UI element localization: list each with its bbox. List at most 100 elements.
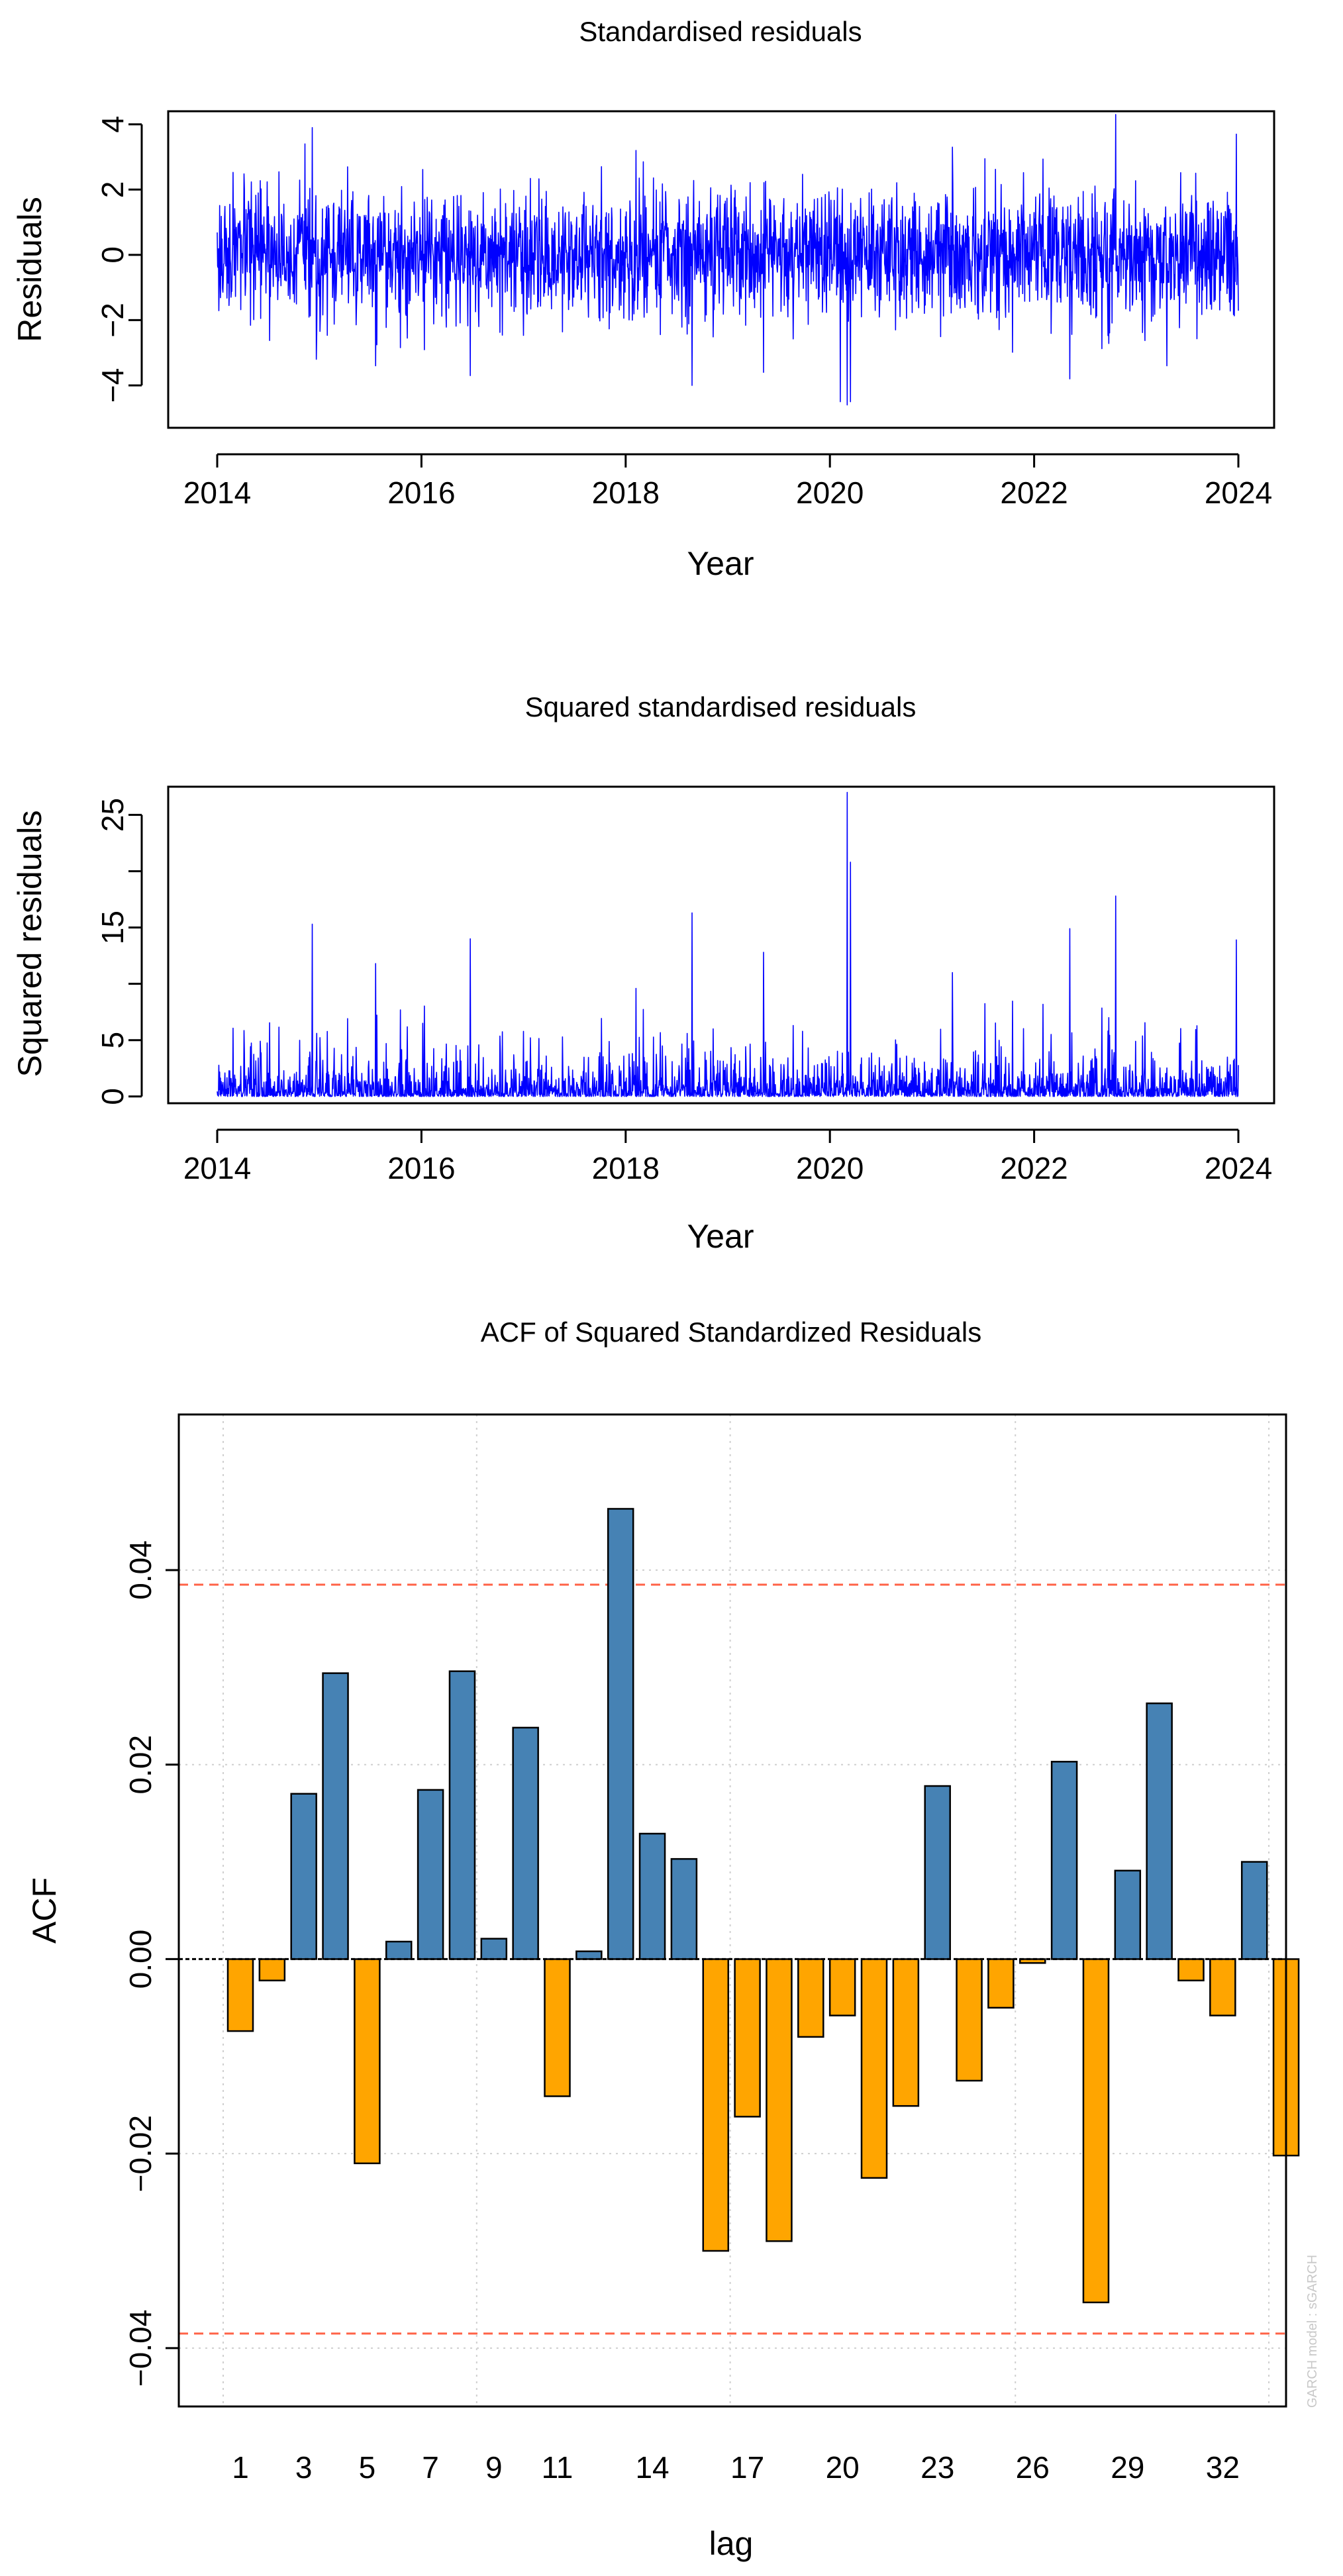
acf-bar-lag-27 xyxy=(1050,1761,1078,1960)
acf-bar-lag-3 xyxy=(290,1793,317,1960)
acf-bar-lag-22 xyxy=(892,1958,920,2107)
acf-bar-lag-26 xyxy=(1019,1958,1046,1964)
x-tick-label: 2022 xyxy=(1000,1151,1068,1185)
y-tick-label: 0 xyxy=(95,246,130,264)
acf-bars xyxy=(226,1508,1300,2304)
acf-bar-lag-33 xyxy=(1240,1861,1268,1960)
residuals-x-axis: 2014 2016 2018 2020 2022 2024 xyxy=(183,453,1272,510)
y-tick-label: 0.04 xyxy=(123,1540,158,1600)
x-tick-label: 2018 xyxy=(592,475,660,510)
residuals-plot-frame xyxy=(167,110,1275,429)
y-tick-label: −4 xyxy=(95,368,130,403)
x-tick-label: 9 xyxy=(485,2450,503,2485)
acf-bar-lag-2 xyxy=(258,1958,286,1981)
x-tick-label: 2018 xyxy=(592,1151,660,1185)
squared-residuals-y-label: Squared residuals xyxy=(11,810,48,1077)
x-tick-label: 5 xyxy=(359,2450,376,2485)
acf-bar-lag-20 xyxy=(828,1958,856,2016)
squared-residuals-title: Squared standardised residuals xyxy=(525,691,917,722)
x-tick-label: 2016 xyxy=(387,1151,455,1185)
x-tick-label: 2014 xyxy=(183,1151,251,1185)
x-tick-label: 2022 xyxy=(1000,475,1068,510)
acf-bar-lag-15 xyxy=(670,1858,698,1960)
acf-bar-lag-14 xyxy=(638,1832,666,1960)
acf-y-axis: −0.04 −0.02 0.00 0.02 0.04 xyxy=(123,1540,179,2387)
series-line xyxy=(217,791,1239,1097)
x-tick-label: 17 xyxy=(730,2450,764,2485)
acf-x-axis: 1 3 5 7 9 11 14 17 20 23 26 29 32 xyxy=(232,2450,1240,2485)
squared-residuals-x-label: Year xyxy=(687,1218,754,1255)
x-tick-label: 2016 xyxy=(387,475,455,510)
residuals-series-line xyxy=(217,114,1239,406)
x-tick-label: 3 xyxy=(295,2450,313,2485)
squared-residuals-series-line xyxy=(217,791,1239,1097)
y-tick-label: −0.02 xyxy=(123,2115,158,2192)
y-tick-label: −0.04 xyxy=(123,2310,158,2387)
squared-residuals-panel: Squared standardised residuals 2014 2016 2… xyxy=(11,691,1275,1255)
acf-plot-frame xyxy=(177,1413,1287,2408)
acf-bar-lag-30 xyxy=(1146,1702,1173,1960)
acf-bar-lag-23 xyxy=(924,1785,951,1960)
acf-bar-lag-29 xyxy=(1114,1869,1142,1960)
acf-bar-lag-9 xyxy=(480,1938,508,1960)
x-tick-label: 29 xyxy=(1111,2450,1144,2485)
residuals-y-label: Residuals xyxy=(11,197,48,342)
acf-bar-lag-12 xyxy=(575,1950,603,1960)
y-tick-label: 0 xyxy=(95,1088,130,1105)
residuals-x-label: Year xyxy=(687,545,754,582)
acf-model-watermark: GARCH model : sGARCH xyxy=(1305,2255,1320,2408)
acf-bar-lag-4 xyxy=(322,1672,349,1960)
x-tick-label: 1 xyxy=(232,2450,249,2485)
y-tick-label: 0.02 xyxy=(123,1735,158,1795)
acf-bar-lag-28 xyxy=(1082,1958,1110,2304)
x-tick-label: 11 xyxy=(542,2450,573,2485)
squared-residuals-y-axis: 0 5 15 25 xyxy=(95,798,143,1105)
x-tick-label: 23 xyxy=(920,2450,954,2485)
acf-bar-lag-10 xyxy=(512,1726,539,1960)
acf-bar-lag-21 xyxy=(860,1958,888,2179)
x-tick-label: 2014 xyxy=(183,475,251,510)
acf-bar-lag-6 xyxy=(385,1940,413,1960)
y-tick-label: 2 xyxy=(95,181,130,198)
x-tick-label: 14 xyxy=(635,2450,669,2485)
acf-x-label: lag xyxy=(709,2525,754,2562)
acf-bar-lag-25 xyxy=(987,1958,1015,2009)
acf-bar-lag-19 xyxy=(797,1958,824,2038)
x-tick-label: 7 xyxy=(422,2450,439,2485)
acf-bar-lag-32 xyxy=(1209,1958,1236,2016)
acf-bar-lag-13 xyxy=(607,1508,634,1960)
y-tick-label: 25 xyxy=(95,798,130,832)
acf-bar-lag-1 xyxy=(226,1958,254,2032)
acf-bar-lag-8 xyxy=(448,1670,476,1960)
y-tick-label: 5 xyxy=(95,1032,130,1049)
residuals-panel: Standardised residuals 2014 2016 2018 2020 2… xyxy=(11,16,1275,582)
x-tick-label: 2024 xyxy=(1205,1151,1272,1185)
y-tick-label: 15 xyxy=(95,911,130,944)
acf-title: ACF of Squared Standardized Residuals xyxy=(481,1316,981,1348)
acf-y-label: ACF xyxy=(26,1877,63,1944)
residuals-y-axis: −4 −2 0 2 4 xyxy=(95,116,143,403)
residuals-title: Standardised residuals xyxy=(579,16,862,47)
x-tick-label: 2020 xyxy=(796,475,864,510)
acf-confidence-bounds xyxy=(179,1583,1286,2335)
y-tick-label: −2 xyxy=(95,303,130,337)
acf-bar-lag-17 xyxy=(734,1958,761,2118)
y-tick-label: 4 xyxy=(95,116,130,133)
x-tick-label: 20 xyxy=(826,2450,860,2485)
acf-bar-lag-16 xyxy=(702,1958,729,2252)
y-tick-label: 0.00 xyxy=(123,1930,158,1989)
x-tick-label: 26 xyxy=(1016,2450,1050,2485)
acf-bar-lag-5 xyxy=(354,1958,381,2165)
acf-bar-lag-31 xyxy=(1177,1958,1205,1981)
series-line xyxy=(217,114,1239,406)
x-tick-label: 32 xyxy=(1206,2450,1240,2485)
squared-residuals-x-axis: 2014 2016 2018 2020 2022 2024 xyxy=(183,1128,1272,1185)
acf-bar-lag-11 xyxy=(544,1958,571,2097)
squared-residuals-plot-frame xyxy=(167,785,1275,1105)
acf-bar-lag-18 xyxy=(766,1958,793,2242)
acf-bar-lag-24 xyxy=(956,1958,983,2082)
x-tick-label: 2024 xyxy=(1205,475,1272,510)
x-tick-label: 2020 xyxy=(796,1151,864,1185)
acf-panel: ACF of Squared Standardized Residuals 1 3… xyxy=(26,1316,1320,2562)
